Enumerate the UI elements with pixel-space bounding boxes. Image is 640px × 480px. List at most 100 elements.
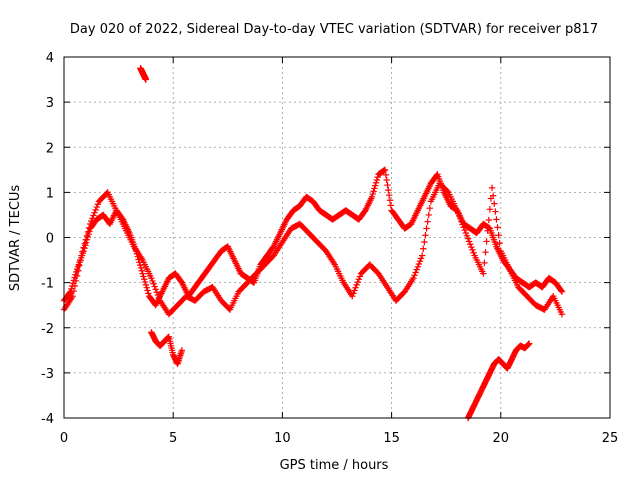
data-point-fill <box>150 280 157 287</box>
data-point-fill <box>85 224 93 232</box>
data-point-fill <box>456 212 463 220</box>
data-point-fill <box>424 218 431 225</box>
data-point-fill <box>421 238 428 246</box>
data-point-fill <box>386 197 394 204</box>
data-point-fill <box>464 235 472 242</box>
data-point-fill <box>420 245 427 252</box>
data-point-fill <box>481 259 488 267</box>
data-point <box>368 193 376 201</box>
data-point-fill <box>351 287 358 294</box>
data-point-fill <box>414 263 422 271</box>
data-point-fill <box>486 206 494 213</box>
data-point-fill <box>140 273 147 280</box>
data-point-fill <box>373 176 381 184</box>
data-point-fill <box>371 185 378 192</box>
data-point-fill <box>495 232 502 239</box>
data-point-fill <box>89 215 96 222</box>
x-tick-label: 20 <box>493 431 510 446</box>
data-point-fill <box>72 277 80 285</box>
x-tick-label: 10 <box>274 431 291 446</box>
data-point-fill <box>557 287 565 294</box>
data-point-fill <box>455 210 462 217</box>
x-tick-label: 25 <box>602 431 619 446</box>
data-point-fill <box>425 211 432 219</box>
data-point-fill <box>79 248 86 255</box>
data-point <box>418 252 426 259</box>
data-point-fill <box>77 257 84 264</box>
data-point-fill <box>356 273 364 280</box>
data-point-fill <box>71 282 79 290</box>
data-point-fill <box>83 232 91 240</box>
data-point-fill <box>374 173 381 181</box>
data-point-fill <box>384 181 391 189</box>
data-point-fill <box>91 209 98 216</box>
data-point-fill <box>369 190 376 198</box>
data-point-fill <box>149 277 156 285</box>
data-point-fill <box>355 276 363 283</box>
data-point-fill <box>423 225 430 232</box>
y-tick-label: -2 <box>41 322 54 337</box>
y-tick-label: -4 <box>41 412 54 427</box>
data-point-fill <box>94 201 102 208</box>
data-point <box>410 274 417 282</box>
data-point <box>480 270 487 277</box>
data-point <box>558 288 566 295</box>
data-point <box>78 252 85 259</box>
data-point-fill <box>354 278 361 286</box>
data-point-fill <box>412 269 419 276</box>
data-point-fill <box>155 294 163 302</box>
x-tick-label: 5 <box>169 431 177 446</box>
y-axis-ticks: -4 -3 -2 -1 0 1 2 3 4 <box>41 51 610 427</box>
data-point <box>525 340 533 347</box>
chart-title: Day 020 of 2022, Sidereal Day-to-day VTE… <box>70 22 598 37</box>
data-point-fill <box>372 179 380 186</box>
data-point-fill <box>496 239 503 247</box>
data-point-fill <box>383 176 390 184</box>
data-point-fill <box>138 267 146 274</box>
data-point-fill <box>463 232 471 240</box>
data-point-fill <box>411 272 418 279</box>
data-point-fill <box>413 266 420 273</box>
data-point <box>139 270 146 277</box>
x-tick-label: 0 <box>60 431 68 446</box>
data-point <box>69 292 76 300</box>
data-point-fill <box>141 276 148 283</box>
data-point-fill <box>382 171 390 179</box>
data-point-fill <box>352 284 359 291</box>
data-point-fill <box>93 203 100 211</box>
data-point-fill <box>81 240 88 247</box>
data-marks <box>60 65 566 422</box>
y-tick-label: 4 <box>46 51 54 66</box>
data-point-fill <box>370 188 377 195</box>
data-point <box>178 347 186 354</box>
data-point-fill <box>90 212 97 219</box>
data-point-fill <box>74 267 82 274</box>
data-point-fill <box>151 283 158 290</box>
data-point <box>558 311 566 318</box>
data-point-fill <box>465 238 473 245</box>
data-point-fill <box>76 262 83 269</box>
data-point-fill <box>467 241 474 248</box>
data-point-fill <box>485 216 492 224</box>
data-point-fill <box>492 208 499 215</box>
data-point-fill <box>494 224 501 231</box>
data-point-fill <box>92 206 99 214</box>
y-tick-label: 2 <box>46 141 54 156</box>
data-point-fill <box>489 192 497 199</box>
data-point-fill <box>88 217 95 225</box>
data-point-fill <box>483 238 490 245</box>
data-point-fill <box>459 221 466 228</box>
data-point-fill <box>460 224 467 231</box>
data-point-fill <box>469 246 476 254</box>
data-point <box>87 220 94 228</box>
data-point-fill <box>491 200 498 207</box>
data-point-fill <box>82 236 90 243</box>
y-tick-label: 3 <box>46 96 54 111</box>
data-point-fill <box>350 290 357 297</box>
data-point <box>142 76 150 83</box>
data-point-fill <box>70 287 78 295</box>
data-point-fill <box>416 257 424 265</box>
data-point-fill <box>426 204 434 212</box>
data-point-fill <box>493 216 500 223</box>
